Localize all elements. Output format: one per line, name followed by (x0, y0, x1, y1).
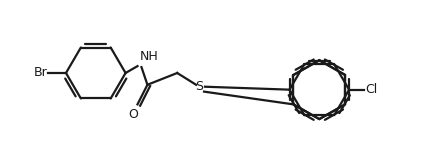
Text: Br: Br (33, 67, 47, 79)
Text: O: O (128, 108, 139, 121)
Text: Cl: Cl (365, 83, 377, 96)
Text: NH: NH (139, 50, 158, 63)
Text: S: S (195, 80, 203, 93)
